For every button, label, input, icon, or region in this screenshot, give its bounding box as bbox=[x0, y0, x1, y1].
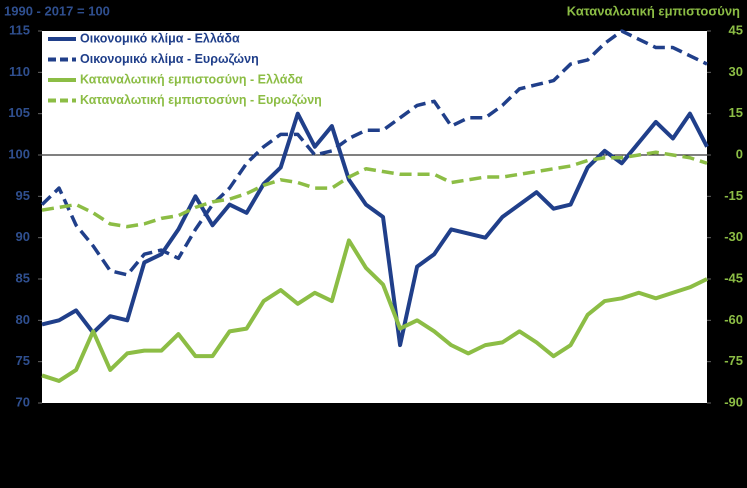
y2-axis-title: Καταναλωτική εμπιστοσύνη bbox=[567, 3, 740, 18]
y2-tick-label: 30 bbox=[729, 64, 743, 79]
y2-tick-label: 45 bbox=[729, 22, 743, 37]
y-tick-label: 110 bbox=[9, 64, 30, 79]
y-axis-title: 1990 - 2017 = 100 bbox=[4, 3, 110, 18]
legend-label: Καταναλωτική εμπιστοσύνη - Ευρωζώνη bbox=[80, 93, 322, 107]
y2-tick-label: -75 bbox=[724, 353, 743, 368]
y2-tick-label: -30 bbox=[724, 229, 743, 244]
series-line bbox=[41, 150, 708, 229]
y-tick-label: 90 bbox=[16, 229, 30, 244]
y-tick-label: 115 bbox=[9, 22, 30, 37]
y2-tick-label: 0 bbox=[736, 146, 743, 161]
y-tick-label: 85 bbox=[16, 270, 30, 285]
y-tick-label: 75 bbox=[16, 353, 30, 368]
y2-tick-label: -15 bbox=[724, 188, 743, 203]
y2-tick-label: 15 bbox=[729, 105, 743, 120]
y2-tick-label: -90 bbox=[724, 394, 743, 409]
legend-label: Οικονομικό κλίμα - Ελλάδα bbox=[80, 31, 240, 45]
legend-label: Καταναλωτική εμπιστοσύνη - Ελλάδα bbox=[80, 72, 303, 86]
y-tick-label: 80 bbox=[16, 312, 30, 327]
series-line bbox=[41, 238, 708, 383]
y2-tick-label: -60 bbox=[724, 312, 743, 327]
legend-label: Οικονομικό κλίμα - Ευρωζώνη bbox=[80, 52, 259, 66]
series-line bbox=[40, 29, 708, 277]
y-tick-label: 100 bbox=[8, 146, 30, 161]
y-tick-label: 95 bbox=[16, 188, 30, 203]
plot-area bbox=[42, 31, 707, 403]
y-tick-label: 70 bbox=[16, 394, 30, 409]
y-tick-label: 105 bbox=[8, 105, 30, 120]
y2-tick-label: -45 bbox=[724, 270, 743, 285]
